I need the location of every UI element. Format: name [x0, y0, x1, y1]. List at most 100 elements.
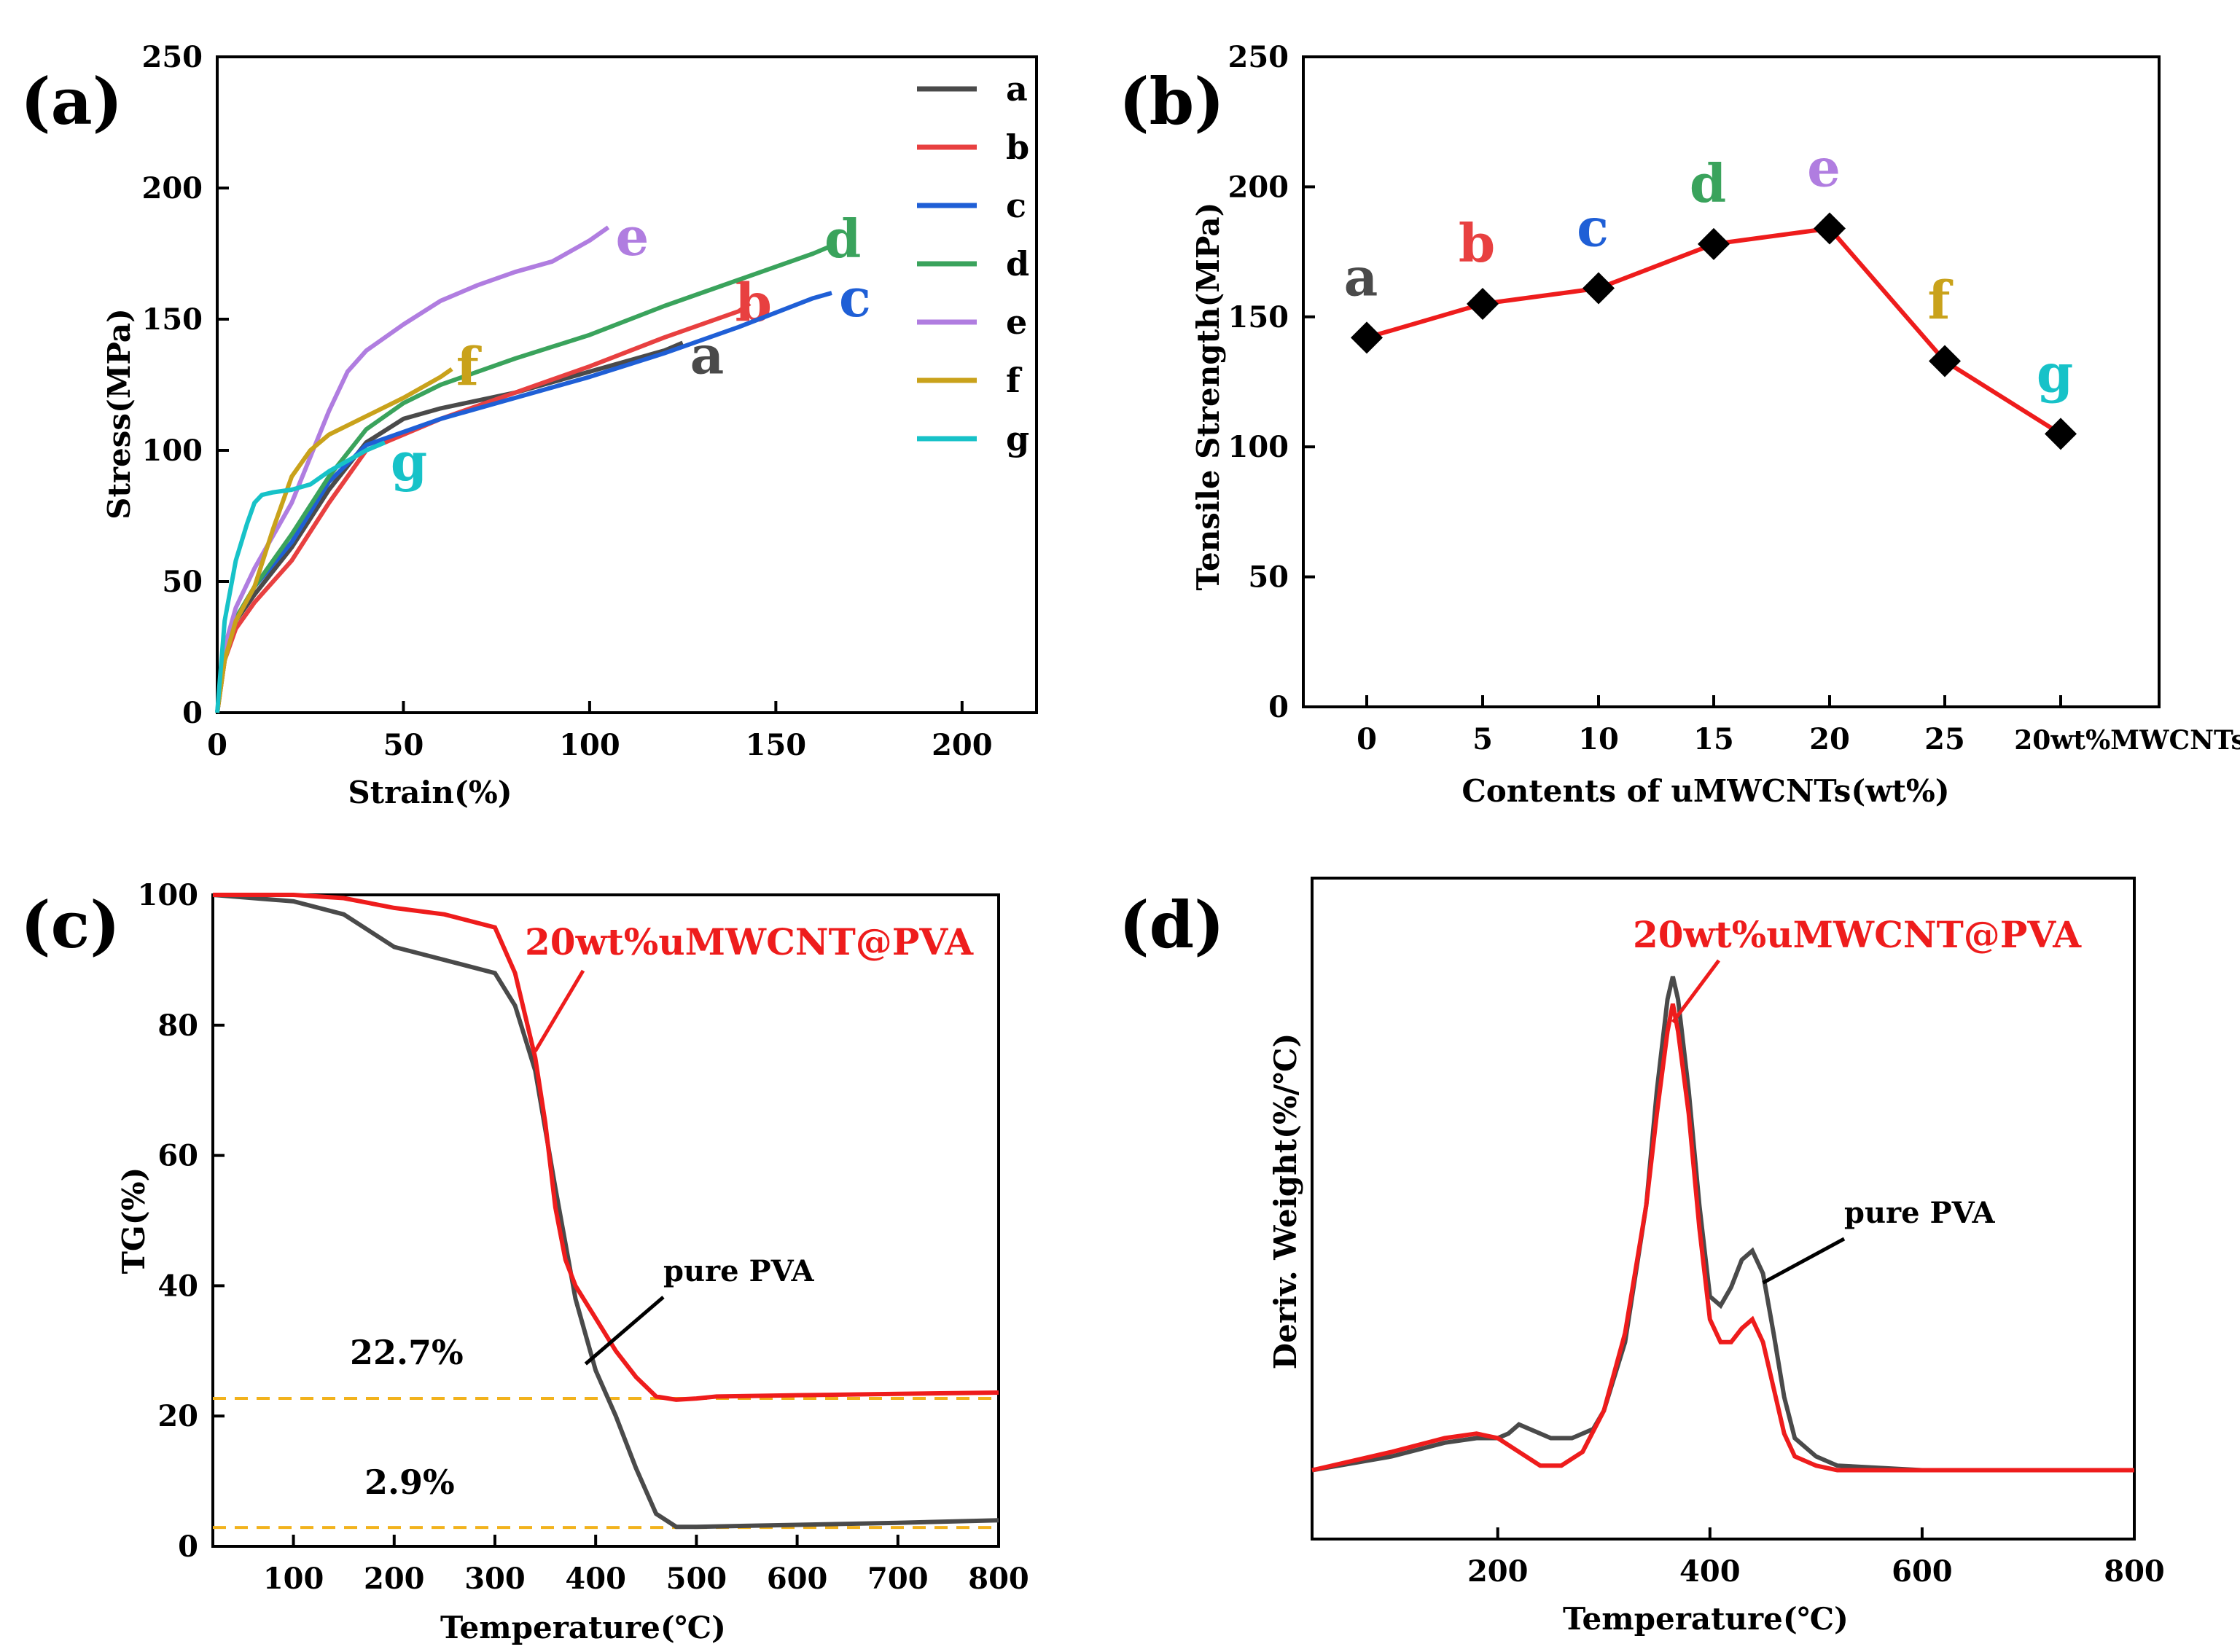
panel-b-marker — [1814, 212, 1846, 245]
panel-b-marker — [1351, 321, 1383, 354]
panel-a-series-b — [215, 301, 752, 713]
panel-a-frame — [216, 55, 1038, 714]
panel-a-legend-label-g: g — [1006, 419, 1029, 458]
panel-a-series-e — [215, 225, 610, 713]
panel-d-frame — [1311, 877, 2136, 1541]
panel-d-xtick-label: 200 — [1467, 1554, 1529, 1589]
panel-c-pointer-pure-pva — [584, 1296, 665, 1366]
panel-c-xtick-label: 500 — [666, 1562, 727, 1596]
panel-b-point-label-e: e — [1807, 136, 1841, 198]
panel-a-legend-label-d: d — [1006, 244, 1029, 283]
panel-b-ytick-label: 0 — [1268, 690, 1289, 724]
panel-a-legend-label-f: f — [1006, 361, 1023, 400]
panel-a-series-a — [215, 340, 684, 713]
panel-b-xtick-label: 20wt%MWCNTs — [2014, 725, 2240, 756]
panel-a-label: (a) — [20, 63, 122, 139]
panel-d-xtick-label: 800 — [2104, 1554, 2165, 1589]
panel-a-end-label-f: f — [456, 335, 482, 397]
panel-c-ytick-label: 100 — [138, 878, 199, 912]
panel-a-xtick-label: 150 — [746, 728, 807, 762]
panel-a-ytick-label: 50 — [162, 565, 203, 599]
panel-b-marker — [1583, 272, 1615, 305]
panel-b-xlabel: Contents of uMWCNTs(wt%) — [1462, 773, 1949, 809]
panel-c-ytick-label: 80 — [157, 1009, 198, 1043]
panel-b-point-label-d: d — [1690, 152, 1726, 214]
panel-c-xtick-label: 100 — [263, 1562, 324, 1596]
panel-c-annotation-composite: 20wt%uMWCNT@PVA — [525, 920, 974, 963]
panel-b-ytick-label: 100 — [1228, 430, 1289, 464]
panel-c-ytick-label: 40 — [157, 1269, 198, 1303]
panel-b: (b) 0 50 100 150 200 250 0 5 10 15 20 25 20wt%MWCNTs C… — [1119, 40, 2240, 809]
panel-a-end-label-d: d — [824, 208, 861, 270]
panel-b-point-label-g: g — [2037, 342, 2073, 404]
panel-b-xtick-label: 25 — [1924, 722, 1965, 756]
panel-c-xtick-label: 200 — [364, 1562, 425, 1596]
panel-b-point-label-b: b — [1459, 212, 1495, 274]
panel-c-label: (c) — [20, 887, 120, 963]
panel-b-ytick-label: 200 — [1228, 170, 1289, 204]
panel-b-marker — [1698, 227, 1730, 260]
panel-b-point-label-a: a — [1344, 246, 1378, 308]
panel-d-label: (d) — [1119, 887, 1225, 963]
panel-b-xtick-label: 20 — [1809, 722, 1850, 756]
panel-b-ytick-label: 250 — [1228, 40, 1289, 74]
panel-a-series-g — [215, 440, 386, 713]
panel-c-xtick-label: 400 — [565, 1562, 626, 1596]
panel-b-frame — [1302, 55, 2161, 708]
panel-a-ylabel: Stress(MPa) — [101, 308, 137, 520]
panel-a-end-label-c: c — [839, 267, 871, 329]
panel-a-ytick-label: 250 — [142, 40, 203, 74]
panel-d-series-composite — [1311, 1003, 2134, 1473]
panel-a-xlabel: Strain(%) — [348, 775, 512, 810]
panel-d-pointer-pure-pva — [1762, 1237, 1846, 1285]
panel-a-legend-label-a: a — [1006, 69, 1028, 109]
panel-c-frame — [211, 893, 1000, 1548]
panel-c-ytick-label: 0 — [178, 1530, 198, 1564]
panel-d-pointer-composite — [1671, 959, 1721, 1024]
panel-b-point-label-f: f — [1928, 269, 1954, 331]
panel-d-annotation-pure-pva: pure PVA — [1844, 1196, 1996, 1230]
panel-a-legend-label-c: c — [1006, 186, 1026, 225]
panel-d-xtick-label: 600 — [1892, 1554, 1953, 1589]
panel-a-xtick-label: 200 — [932, 728, 993, 762]
panel-c-pointer-composite — [534, 969, 585, 1052]
panel-c-series-composite — [213, 893, 999, 1402]
panel-b-point-label-c: c — [1577, 197, 1609, 259]
panel-a: (a) 0 50 100 150 200 0 50 100 150 200 250 Strain(%) S… — [20, 40, 1038, 810]
panel-a-ytick-label: 200 — [142, 171, 203, 205]
panel-a-xtick-label: 50 — [383, 728, 424, 762]
panel-a-xtick-label: 0 — [207, 728, 227, 762]
panel-c: (c) 100 200 300 400 500 600 700 800 0 20 40 60 80 100 T… — [20, 878, 1029, 1645]
panel-a-ytick-label: 0 — [182, 696, 203, 730]
panel-c-annotation-22-7: 22.7% — [350, 1333, 464, 1372]
panel-b-xtick-label: 5 — [1472, 722, 1493, 756]
panel-c-xtick-label: 600 — [767, 1562, 828, 1596]
panel-b-xtick-label: 15 — [1693, 722, 1734, 756]
panel-d-xtick-label: 400 — [1679, 1554, 1741, 1589]
panel-d-xlabel: Temperature(℃) — [1563, 1601, 1849, 1637]
panel-a-end-label-g: g — [391, 431, 427, 493]
panel-c-series-pure-pva — [212, 893, 999, 1530]
panel-b-ytick-label: 50 — [1248, 560, 1289, 595]
panel-a-end-label-e: e — [615, 205, 649, 267]
panel-b-marker — [2045, 418, 2077, 450]
panel-b-xtick-label: 10 — [1578, 722, 1619, 756]
panel-c-xtick-label: 800 — [968, 1562, 1029, 1596]
panel-c-ytick-label: 20 — [157, 1399, 198, 1433]
panel-c-annotation-pure-pva: pure PVA — [663, 1254, 815, 1288]
panel-b-ylabel: Tensile Strength(MPa) — [1190, 203, 1226, 591]
panel-d-annotation-composite: 20wt%uMWCNT@PVA — [1633, 913, 2082, 956]
panel-a-xtick-label: 100 — [559, 728, 620, 762]
panel-c-xtick-label: 300 — [464, 1562, 526, 1596]
panel-b-marker — [1929, 345, 1961, 377]
panel-a-ytick-label: 100 — [142, 434, 203, 468]
panel-c-annotation-2-9: 2.9% — [364, 1463, 455, 1502]
panel-d-series-pure-pva — [1311, 976, 2134, 1473]
panel-d: (d) 200 400 600 800 Temperature(℃) Deriv. Weig… — [1119, 877, 2165, 1637]
panel-c-xlabel: Temperature(℃) — [440, 1610, 726, 1645]
panel-b-label: (b) — [1119, 63, 1225, 139]
panel-c-ylabel: TG(%) — [116, 1167, 152, 1275]
panel-b-marker — [1467, 287, 1499, 320]
panel-c-ytick-label: 60 — [157, 1139, 198, 1173]
